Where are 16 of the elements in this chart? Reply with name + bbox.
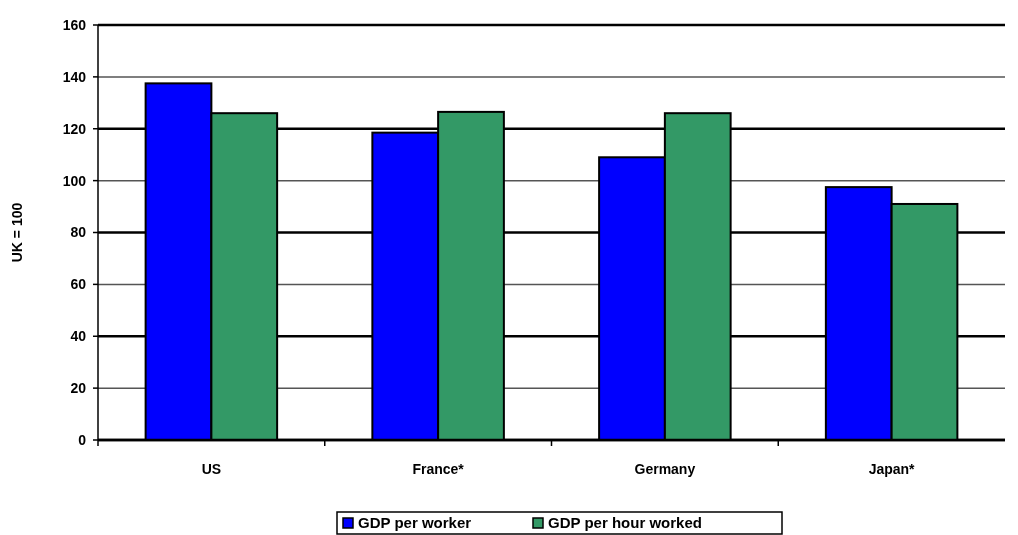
- x-tick-label: US: [201, 461, 222, 477]
- x-tick-label: Germany: [634, 461, 696, 477]
- y-tick-label: 160: [62, 16, 87, 33]
- x-tick-label: Japan*: [868, 461, 916, 477]
- y-axis-title: UK = 100: [9, 202, 25, 263]
- x-tick-label: France*: [412, 461, 465, 477]
- y-tick-label: 80: [70, 224, 87, 241]
- y-tick-label: 20: [70, 380, 87, 397]
- y-tick-label: 0: [78, 431, 87, 448]
- y-tick-label: 40: [70, 328, 87, 345]
- y-tick-label: 120: [62, 120, 87, 137]
- legend-label: GDP per worker: [358, 514, 472, 531]
- y-tick-label: 60: [70, 276, 87, 293]
- y-tick-label: 140: [62, 68, 87, 85]
- y-tick-label: 100: [62, 172, 87, 189]
- legend-label: GDP per hour worked: [548, 514, 702, 531]
